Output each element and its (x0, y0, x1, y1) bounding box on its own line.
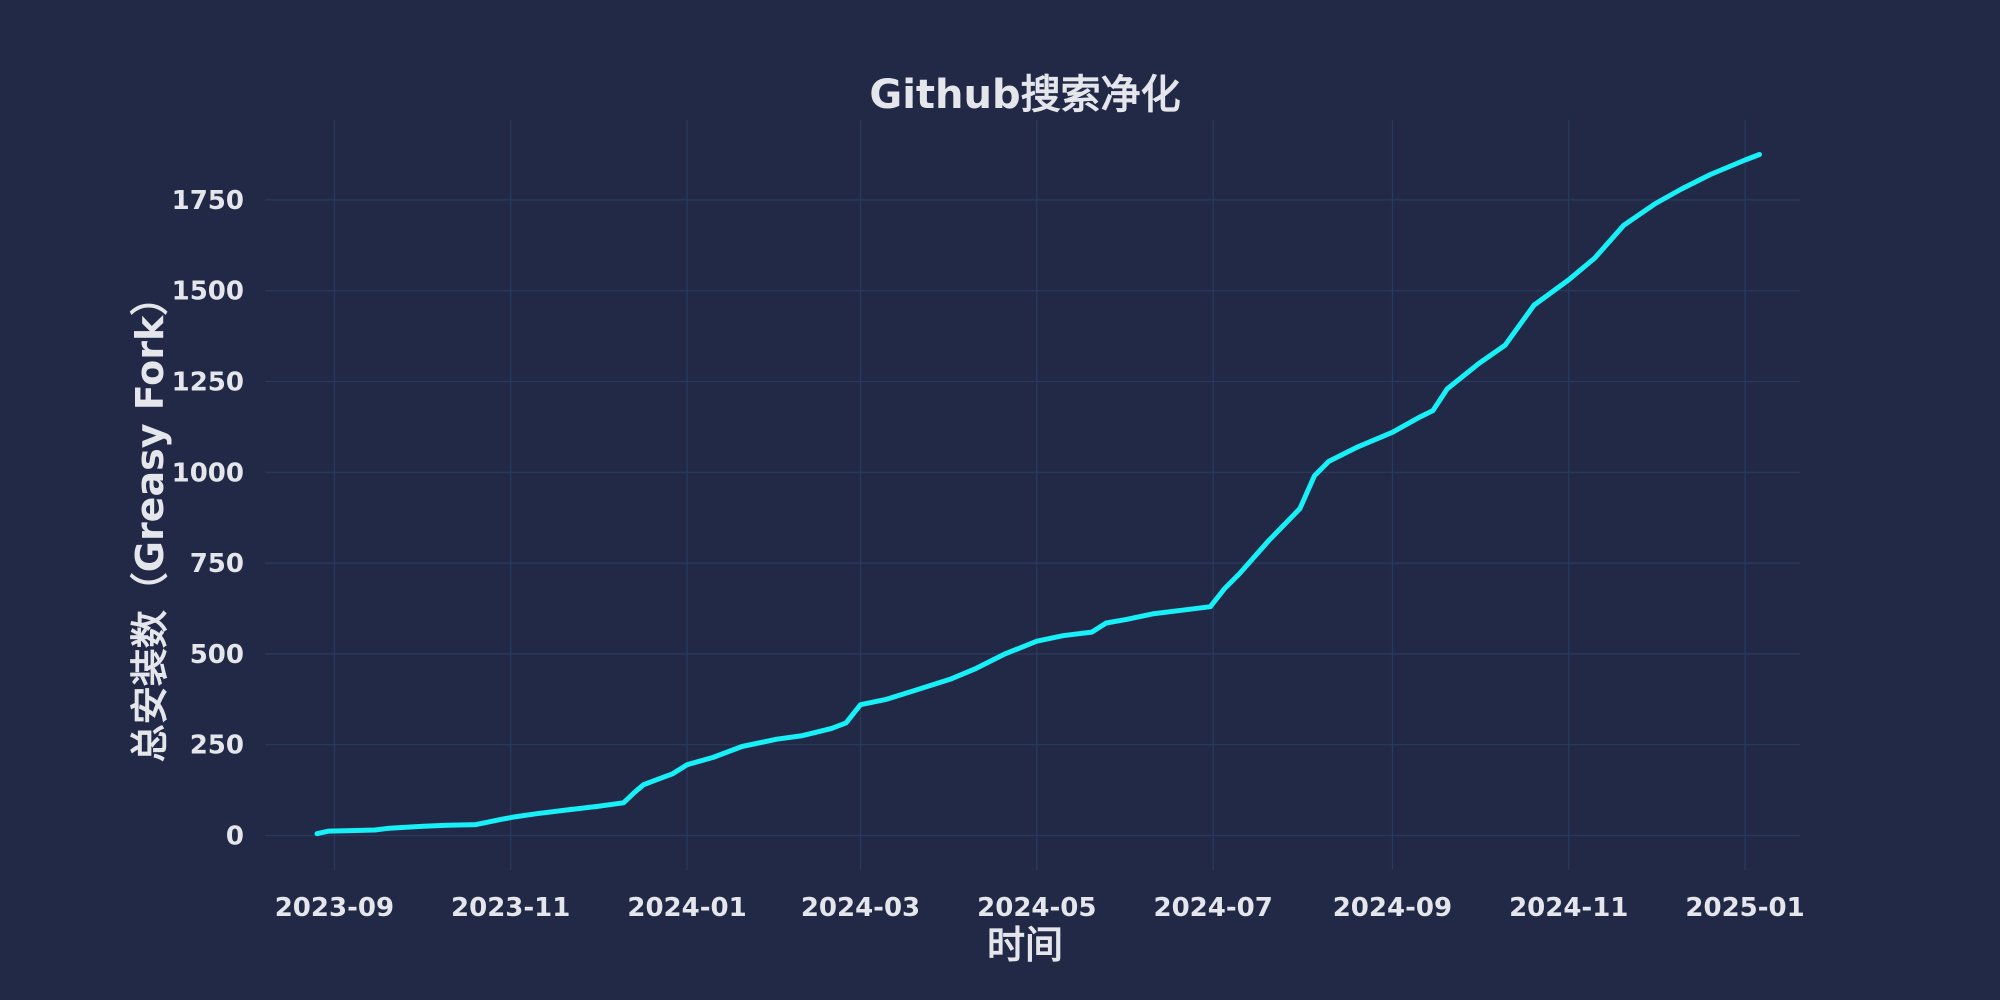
data-point (1150, 611, 1155, 617)
data-point (621, 800, 626, 806)
data-point (1621, 223, 1626, 228)
horizontal-gridlines (265, 199, 1800, 837)
data-point (1002, 651, 1008, 657)
data-point (595, 804, 600, 809)
data-point (1416, 415, 1421, 421)
y-tick-label: 500 (190, 640, 244, 670)
data-point (858, 702, 863, 707)
data-point (1531, 303, 1537, 308)
data-point (774, 737, 779, 742)
data-point (1476, 361, 1482, 366)
data-point (884, 697, 889, 702)
y-tick-label: 250 (190, 731, 244, 761)
y-tick-label: 1500 (172, 277, 244, 307)
x-tick-label: 2024-11 (1509, 893, 1628, 923)
data-point (563, 807, 568, 813)
data-point (1679, 186, 1684, 192)
data-point (632, 789, 638, 795)
data-point (1326, 459, 1332, 464)
data-point (418, 824, 424, 829)
x-tick-label: 2024-03 (801, 893, 920, 923)
data-point (1708, 172, 1713, 177)
data-point (655, 777, 661, 782)
data-point (684, 762, 690, 767)
data-point (1566, 277, 1571, 283)
data-point (1390, 430, 1395, 435)
data-point (1104, 620, 1109, 626)
data-point (829, 726, 834, 731)
data-point (314, 831, 320, 836)
data-point (343, 828, 349, 833)
x-tick-label: 2024-09 (1333, 893, 1452, 923)
data-point (739, 744, 745, 749)
data-point (326, 828, 331, 834)
x-tick-label: 2024-07 (1154, 893, 1273, 923)
data-point (973, 666, 979, 671)
data-point (1742, 157, 1748, 163)
data-point (1297, 506, 1303, 511)
x-tick-label: 2024-05 (977, 893, 1096, 923)
data-point (1653, 201, 1658, 206)
x-tick-label: 2025-01 (1685, 893, 1804, 923)
data-point (1179, 608, 1184, 613)
data-point (1355, 444, 1360, 450)
data-point (444, 823, 450, 828)
data-point (1265, 539, 1271, 544)
data-point (800, 733, 805, 738)
data-point (1502, 342, 1508, 348)
x-tick-label: 2023-11 (451, 893, 570, 923)
data-point (947, 677, 953, 682)
data-point (473, 822, 479, 827)
y-tick-labels: 0 250 500 750 1000 1250 1500 1750 (172, 186, 244, 852)
data-point (670, 771, 675, 776)
y-axis-label: 总安装数（Greasy Fork） (128, 278, 172, 763)
chart-title: Github搜索净化 (869, 72, 1180, 118)
data-point (1124, 617, 1129, 622)
data-point (1592, 255, 1597, 261)
data-point (1222, 586, 1227, 591)
data-point (710, 755, 716, 760)
data-point (1430, 408, 1436, 413)
data-point (1445, 386, 1450, 391)
series-layer (314, 152, 1762, 837)
data-point (1034, 638, 1040, 644)
y-tick-label: 750 (190, 549, 244, 579)
y-tick-label: 1250 (172, 368, 244, 398)
data-point (514, 814, 519, 819)
data-point (534, 811, 539, 816)
data-point (1089, 629, 1094, 635)
vertical-gridlines (333, 120, 1746, 870)
data-point (843, 720, 849, 726)
data-point (372, 827, 378, 833)
data-point (913, 688, 918, 693)
data-point (1757, 152, 1762, 157)
data-point (499, 816, 505, 822)
data-point (387, 826, 392, 831)
data-point (641, 782, 646, 787)
y-tick-label: 0 (226, 821, 244, 851)
data-point (1208, 604, 1213, 609)
x-tick-label: 2023-09 (275, 893, 394, 923)
x-tick-labels: 2023-09 2023-11 2024-01 2024-03 2024-05 2024-… (275, 893, 1805, 923)
x-axis-label: 时间 (987, 923, 1063, 967)
x-tick-label: 2024-01 (627, 893, 746, 923)
y-tick-label: 1000 (172, 458, 244, 488)
data-point (1236, 571, 1242, 577)
data-point (1060, 633, 1066, 638)
y-tick-label: 1750 (172, 186, 244, 216)
data-point (1312, 473, 1317, 479)
